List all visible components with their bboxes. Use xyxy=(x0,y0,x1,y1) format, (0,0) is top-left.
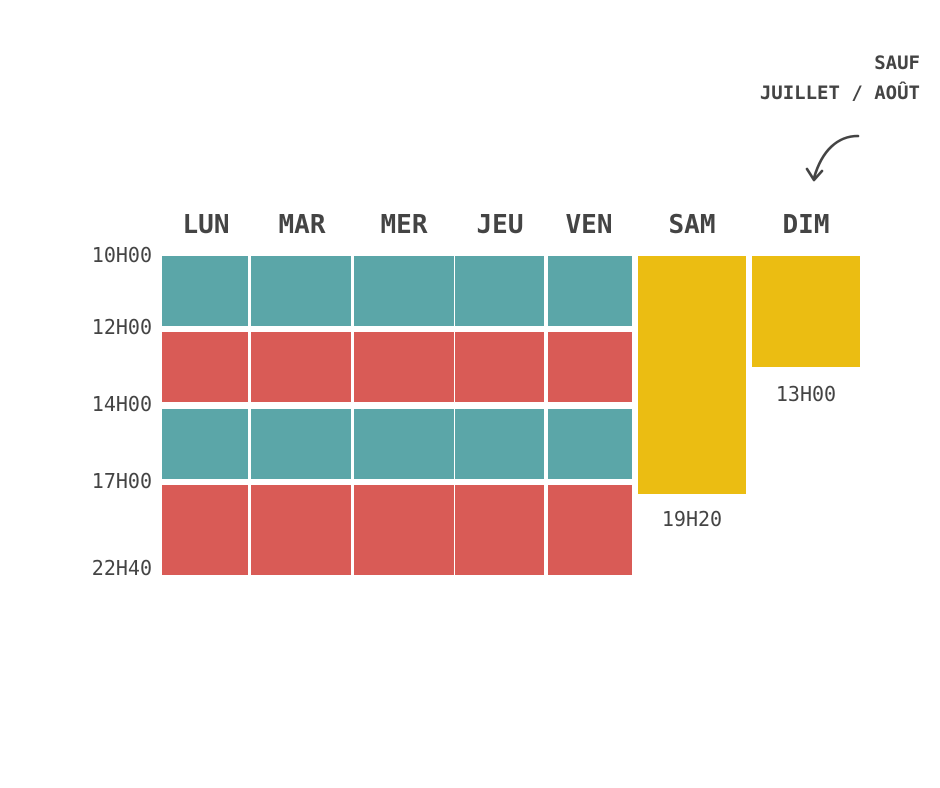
cell-lun-slot-1 xyxy=(162,256,248,326)
time-label-14h00: 14H00 xyxy=(91,392,152,416)
cell-jeu-slot-1 xyxy=(455,256,544,326)
cell-mar-slot-3 xyxy=(251,409,351,479)
day-label-jeu: JEU xyxy=(476,210,524,240)
time-label-10h00: 10H00 xyxy=(91,243,152,267)
cell-ven-slot-3 xyxy=(548,409,632,479)
cell-lun-slot-3 xyxy=(162,409,248,479)
cell-mar-slot-1 xyxy=(251,256,351,326)
day-label-ven: VEN xyxy=(565,210,613,240)
day-label-dim: DIM xyxy=(782,210,830,240)
cell-lun-slot-4 xyxy=(162,485,248,575)
cell-mer-slot-3 xyxy=(354,409,454,479)
sunday-open-block xyxy=(752,256,860,367)
day-label-mar: MAR xyxy=(278,210,326,240)
cell-jeu-slot-3 xyxy=(455,409,544,479)
cell-mer-slot-4 xyxy=(354,485,454,575)
cell-ven-slot-1 xyxy=(548,256,632,326)
cell-ven-slot-2 xyxy=(548,332,632,402)
curved-arrow-down-icon xyxy=(805,134,860,182)
time-label-22h40: 22H40 xyxy=(91,556,152,580)
day-label-lun: LUN xyxy=(182,210,230,240)
cell-lun-slot-2 xyxy=(162,332,248,402)
day-label-sam: SAM xyxy=(668,210,716,240)
sunday-end-time: 13H00 xyxy=(775,382,837,406)
note-line-1: SAUF xyxy=(874,52,920,74)
cell-jeu-slot-2 xyxy=(455,332,544,402)
saturday-open-block xyxy=(638,256,746,494)
time-label-17h00: 17H00 xyxy=(91,469,152,493)
cell-mer-slot-1 xyxy=(354,256,454,326)
cell-mar-slot-2 xyxy=(251,332,351,402)
cell-ven-slot-4 xyxy=(548,485,632,575)
exception-note: SAUF JUILLET / AOÛT xyxy=(760,48,920,108)
time-label-12h00: 12H00 xyxy=(91,315,152,339)
cell-mar-slot-4 xyxy=(251,485,351,575)
cell-mer-slot-2 xyxy=(354,332,454,402)
saturday-end-time: 19H20 xyxy=(661,507,723,531)
day-label-mer: MER xyxy=(380,210,428,240)
note-line-2: JUILLET / AOÛT xyxy=(759,82,920,104)
cell-jeu-slot-4 xyxy=(455,485,544,575)
